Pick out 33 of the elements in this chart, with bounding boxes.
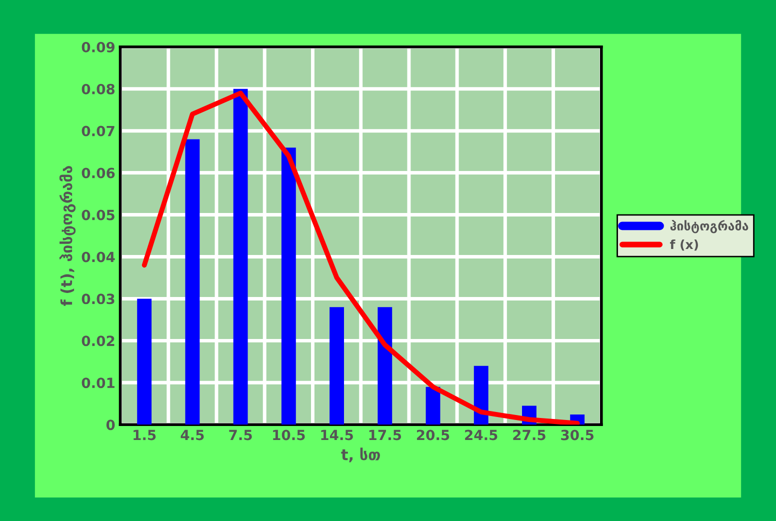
x-tick-label: 10.5 [273, 430, 305, 440]
bar [281, 148, 296, 425]
y-tick-label: 0 [106, 420, 115, 430]
y-tick-label: 0.04 [82, 252, 115, 262]
y-axis-title: f (t), ჰისტოგრამა [59, 166, 76, 306]
x-tick-label: 1.5 [134, 430, 156, 440]
legend-label: f (x) [670, 239, 698, 251]
bar [233, 88, 248, 425]
y-tick-label: 0.05 [82, 210, 114, 220]
x-tick-label: 30.5 [561, 430, 594, 440]
legend-label: ჰისტოგრამა [670, 220, 748, 234]
y-tick-label: 0.09 [82, 42, 115, 52]
bar [137, 298, 152, 425]
x-tick-label: 24.5 [465, 430, 498, 440]
line-series [142, 90, 580, 425]
y-tick-label: 0.02 [82, 336, 114, 346]
bar [378, 307, 392, 425]
bar [185, 139, 200, 425]
x-tick-label: 4.5 [180, 430, 204, 440]
bar [426, 386, 440, 425]
x-tick-label: 27.5 [513, 430, 546, 440]
x-tick-label: 14.5 [321, 430, 353, 440]
y-tick-label: 0.03 [82, 294, 114, 304]
bar [474, 366, 488, 425]
x-tick-label: 7.5 [229, 430, 252, 440]
y-tick-label: 0.06 [82, 168, 115, 178]
x-tick-label: 17.5 [369, 430, 402, 440]
y-tick-label: 0.08 [82, 84, 115, 94]
y-tick-label: 0.07 [82, 126, 114, 136]
y-tick-label: 0.01 [82, 378, 114, 388]
x-tick-label: 20.5 [416, 430, 450, 440]
bar [330, 307, 344, 425]
x-axis-title: t, სთ [341, 448, 380, 462]
